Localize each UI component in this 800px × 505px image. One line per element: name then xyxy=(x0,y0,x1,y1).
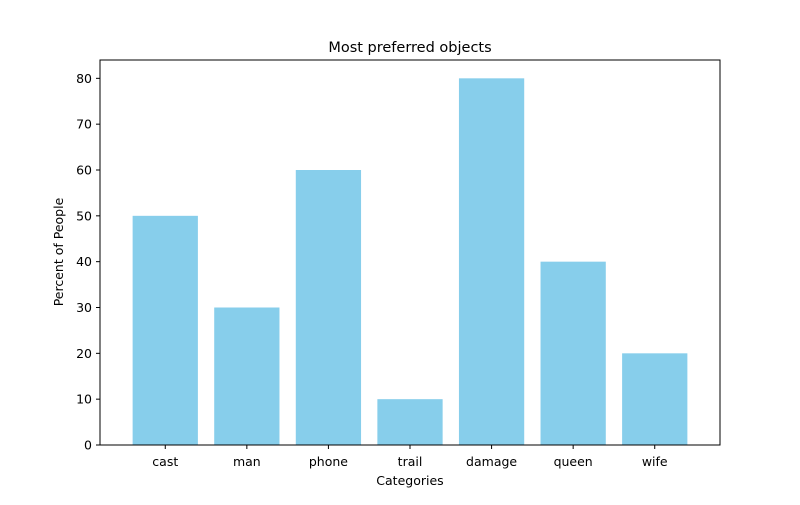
y-tick-label: 30 xyxy=(76,300,92,315)
x-tick-label: trail xyxy=(398,454,423,469)
y-tick-label: 0 xyxy=(84,438,92,453)
y-tick-label: 10 xyxy=(76,392,92,407)
y-tick-label: 70 xyxy=(76,117,92,132)
bar-phone xyxy=(295,170,362,445)
x-axis-label: Categories xyxy=(376,473,443,488)
chart-title: Most preferred objects xyxy=(328,40,491,56)
y-tick-label: 20 xyxy=(76,346,92,361)
bar-man xyxy=(214,307,280,445)
x-tick-label: cast xyxy=(152,454,178,469)
bar-cast xyxy=(132,215,198,445)
y-tick-label: 80 xyxy=(76,71,92,86)
y-axis-ticks: 0 10 20 30 40 50 60 70 80 xyxy=(76,71,100,453)
bar-queen xyxy=(540,261,606,445)
x-tick-label: wife xyxy=(642,454,668,469)
x-tick-label: damage xyxy=(466,454,517,469)
y-tick-label: 60 xyxy=(76,163,92,178)
bars-group xyxy=(132,78,688,445)
x-tick-label: phone xyxy=(309,454,348,469)
bar-wife xyxy=(622,353,688,445)
y-tick-label: 50 xyxy=(76,208,92,223)
y-axis-label: Percent of People xyxy=(51,197,66,306)
bar-trail xyxy=(377,399,443,445)
bar-damage xyxy=(458,78,525,445)
x-tick-label: queen xyxy=(554,454,593,469)
y-tick-label: 40 xyxy=(76,254,92,269)
x-tick-label: man xyxy=(233,454,261,469)
x-axis-ticks: cast man phone trail damage queen wife xyxy=(152,445,668,469)
plot-frame xyxy=(99,59,721,446)
